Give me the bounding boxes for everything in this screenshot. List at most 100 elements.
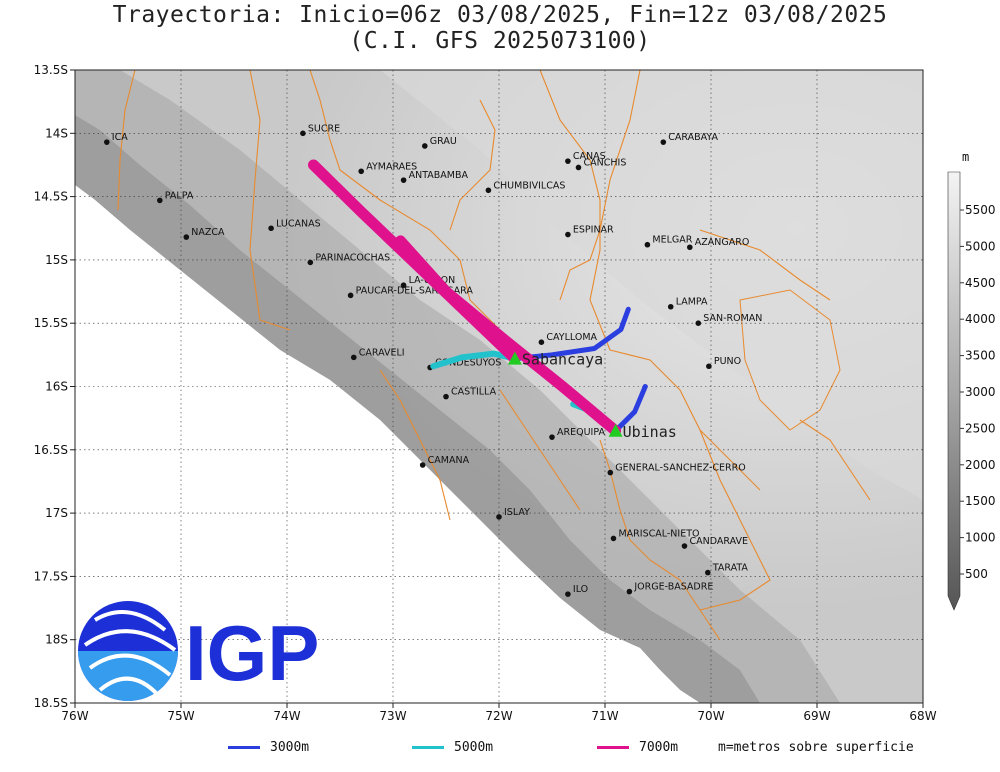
y-tick-label: 16.5S (34, 443, 68, 457)
place-label: CAYLLOMA (546, 332, 597, 343)
y-tick-label: 15S (45, 253, 68, 267)
place-dot (104, 139, 110, 145)
place-dot (538, 339, 545, 345)
x-tick-label: 74W (273, 709, 300, 723)
volcano-label: Sabancaya (522, 351, 603, 369)
y-tick-label: 13.5S (34, 63, 68, 77)
borders (117, 70, 871, 641)
trajectory-ubinas-7000m (394, 235, 622, 437)
legend-item-5000: 5000m (412, 740, 493, 755)
place-dot (706, 363, 712, 370)
volcano-marker (608, 423, 623, 437)
trajectory-ubinas-3000m (613, 384, 648, 434)
trajectory-sabancaya-3000m (512, 306, 631, 362)
place-label: CHUMBIVILCAS (493, 180, 565, 191)
y-tick-label: 15.5S (34, 316, 68, 330)
x-tick-label: 73W (379, 709, 406, 723)
place-dot (681, 543, 688, 549)
place-dot (347, 292, 354, 299)
legend-label-3000: 3000m (270, 740, 310, 755)
volcano-markers: Sabancaya Ubinas (507, 351, 677, 441)
igp-logo: IGP (78, 601, 319, 701)
place-dot (400, 177, 407, 183)
place-label: CANCHIS (584, 157, 627, 168)
place-dot (626, 588, 633, 595)
place-dot (419, 462, 426, 468)
colorbar-label: 5500 (965, 203, 996, 217)
place-label: CARABAYA (668, 132, 718, 143)
place-label: NAZCA (191, 227, 225, 238)
legend-swatch-5000 (412, 746, 444, 749)
place-label: ILO (573, 584, 588, 595)
place-label: SUCRE (308, 123, 340, 134)
place-dot (307, 259, 314, 266)
place-label: PUNO (714, 356, 741, 367)
legend-label-7000: 7000m (639, 740, 679, 755)
place-dot (157, 197, 163, 204)
place-label: PARINACOCHAS (315, 252, 390, 263)
x-tick-label: 68W (909, 709, 936, 723)
coastal-band (75, 115, 760, 703)
volcano-label: Ubinas (623, 423, 677, 441)
legend-label-5000: 5000m (454, 740, 494, 755)
colorbar-label: 1000 (965, 531, 996, 545)
place-label: CONDESUYOS (435, 358, 501, 369)
place-label: ANTABAMBA (409, 170, 469, 181)
place-dot (549, 434, 555, 440)
y-tick-label: 16S (45, 380, 68, 394)
igp-logo-text: IGP (185, 609, 319, 697)
x-tick-label: 71W (591, 709, 618, 723)
lake (739, 289, 841, 431)
colorbar-label: 4500 (965, 276, 996, 290)
place-label: PAUCAR-DEL-SARA-SARA (356, 285, 474, 296)
place-label: AREQUIPA (557, 427, 605, 438)
place-dot (358, 168, 365, 175)
place-label: ESPINAR (573, 225, 614, 236)
legend-swatch-3000 (228, 746, 260, 749)
colorbar-label: 3000 (965, 385, 996, 399)
place-label: ISLAY (504, 507, 530, 518)
place-label: CANAS (573, 151, 606, 162)
place-label: CASTILLA (451, 387, 497, 398)
place-label: MARISCAL-NIETO (618, 528, 699, 539)
colorbar-unit: m (962, 150, 970, 164)
y-tick-label: 14S (45, 126, 68, 140)
x-tick-label: 69W (803, 709, 830, 723)
place-label: JORGE-BASADRE (633, 582, 713, 593)
place-dot (667, 303, 674, 310)
legend-note: m=metros sobre superficie (718, 740, 914, 755)
place-dot (565, 158, 571, 164)
place-dot (705, 569, 711, 576)
place-label: LUCANAS (276, 218, 321, 229)
place-dot (268, 225, 274, 232)
place-label: AZANGARO (695, 237, 750, 248)
place-label: MELGAR (652, 235, 692, 246)
place-dot (496, 514, 502, 520)
axes: 76W 75W 74W 73W 72W 71W 70W 69W 68W 13.5S 14S 14.5S… (34, 63, 937, 723)
place-label: CARAVELI (359, 347, 405, 358)
place-dot (607, 469, 614, 476)
place-dot (575, 164, 582, 171)
place-label: GRAU (430, 136, 457, 147)
figure-title: Trayectoria: Inicio=06z 03/08/2025, Fin=… (112, 2, 888, 28)
place-label: PALPA (165, 190, 194, 201)
place-dot (644, 241, 651, 248)
place-label: CANDARAVE (690, 536, 749, 547)
place-label: GENERAL-SANCHEZ-CERRO (615, 463, 745, 474)
place-dot (565, 231, 571, 238)
place-dot (565, 591, 571, 597)
y-tick-label: 18.5S (34, 696, 68, 710)
place-dot (300, 130, 306, 137)
colorbar-label: 2000 (965, 458, 996, 472)
x-tick-label: 70W (697, 709, 724, 723)
colorbar-label: 3500 (965, 349, 996, 363)
y-tick-label: 18S (45, 633, 68, 647)
legend-item-7000: 7000m (597, 740, 678, 755)
legend-item-3000: 3000m (228, 740, 309, 755)
x-tick-label: 72W (485, 709, 512, 723)
y-tick-label: 14.5S (34, 190, 68, 204)
y-tick-label: 17S (45, 506, 68, 520)
place-dot (350, 354, 357, 361)
